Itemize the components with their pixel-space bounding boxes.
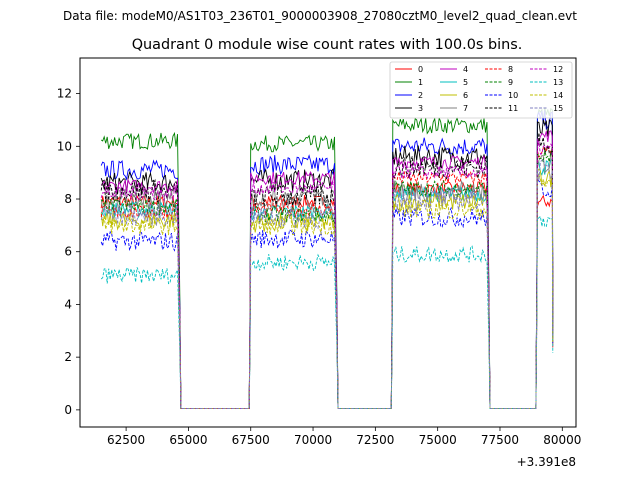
legend-label-3: 3 — [418, 104, 423, 113]
x-tick-label: 62500 — [107, 433, 145, 447]
x-tick-label: 70000 — [294, 433, 332, 447]
x-tick-label: 72500 — [356, 433, 394, 447]
series-line-2 — [100, 110, 554, 410]
x-tick-label: 65000 — [169, 433, 207, 447]
series-line-11 — [100, 132, 554, 410]
legend-label-6: 6 — [463, 91, 468, 100]
legend-label-7: 7 — [463, 104, 468, 113]
y-tick-label: 8 — [64, 192, 72, 206]
series-line-1 — [100, 107, 554, 410]
legend-label-4: 4 — [463, 65, 468, 74]
x-tick-label: 75000 — [419, 433, 457, 447]
legend-box — [389, 61, 573, 119]
legend-label-0: 0 — [418, 65, 423, 74]
legend-label-9: 9 — [508, 78, 513, 87]
y-tick-label: 4 — [64, 297, 72, 311]
legend-label-13: 13 — [553, 78, 563, 87]
chart-suptitle: Data file: modeM0/AS1T03_236T01_90000039… — [63, 9, 577, 23]
series-line-8 — [100, 145, 554, 410]
series-line-14 — [100, 172, 554, 410]
legend-label-12: 12 — [553, 65, 563, 74]
axes-frame — [79, 57, 577, 428]
x-tick-label: 67500 — [232, 433, 270, 447]
y-tick-label: 6 — [64, 245, 72, 259]
y-tick-label: 2 — [64, 350, 72, 364]
series-line-9 — [100, 149, 554, 410]
series-line-10 — [100, 178, 554, 410]
series-line-13 — [100, 215, 554, 410]
legend-label-1: 1 — [418, 78, 423, 87]
legend-label-10: 10 — [508, 91, 518, 100]
series-line-3 — [100, 119, 554, 410]
series-line-12 — [100, 142, 554, 410]
legend-label-11: 11 — [508, 104, 518, 113]
axis-ticks: 62500 65000 67500 70000 72500 75000 77500 80000… — [57, 87, 582, 447]
legend-label-5: 5 — [463, 78, 468, 87]
x-tick-label: 77500 — [481, 433, 519, 447]
y-tick-label: 12 — [57, 87, 72, 101]
series-line-4 — [100, 130, 554, 410]
legend-label-8: 8 — [508, 65, 513, 74]
x-tick-label: 80000 — [543, 433, 581, 447]
legend-label-2: 2 — [418, 91, 423, 100]
plot-lines — [100, 107, 554, 410]
series-line-6 — [100, 168, 554, 410]
legend-label-15: 15 — [553, 104, 563, 113]
chart-title: Quadrant 0 module wise count rates with … — [132, 37, 523, 53]
series-line-15 — [100, 158, 554, 410]
y-tick-label: 0 — [64, 403, 72, 417]
legend-label-14: 14 — [553, 91, 563, 100]
x-offset-label: +3.391e8 — [517, 455, 576, 469]
y-tick-label: 10 — [57, 139, 72, 153]
series-line-7 — [100, 152, 554, 410]
